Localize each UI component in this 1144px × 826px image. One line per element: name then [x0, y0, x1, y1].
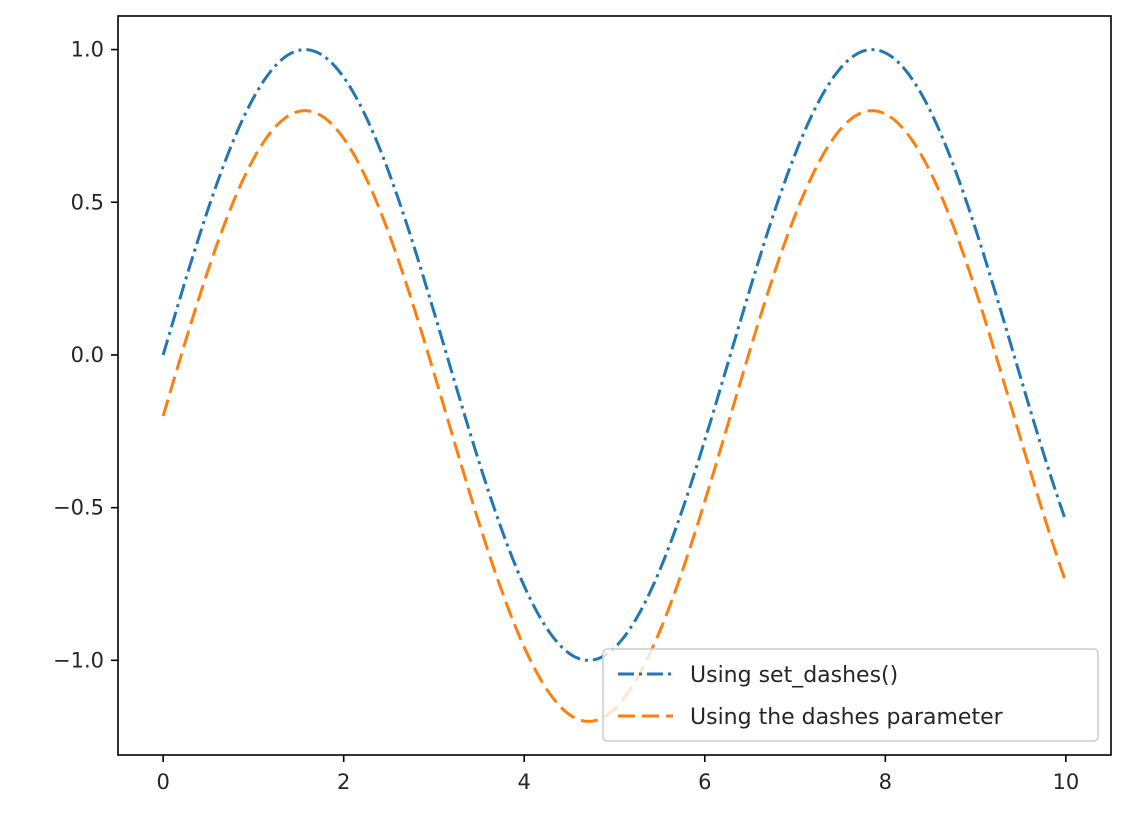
legend: Using set_dashes() Using the dashes param…	[602, 648, 1099, 742]
x-tick-label: 8	[879, 770, 892, 794]
x-tick-label: 4	[518, 770, 531, 794]
y-axis-ticks: −1.0 −0.5 0.0 0.5 1.0	[53, 38, 118, 672]
x-axis-ticks: 0 2 4 6 8 10	[156, 755, 1079, 794]
y-tick-label: −1.0	[53, 648, 104, 672]
y-tick-label: 0.5	[71, 190, 104, 214]
x-tick-label: 0	[156, 770, 169, 794]
x-tick-label: 10	[1052, 770, 1079, 794]
legend-box	[602, 648, 1099, 742]
axes-frame	[117, 15, 1112, 756]
x-tick-label: 2	[337, 770, 350, 794]
y-tick-label: −0.5	[53, 496, 104, 520]
legend-label-1: Using the dashes parameter	[690, 705, 1004, 730]
legend-label-0: Using set_dashes()	[690, 663, 898, 688]
y-tick-label: 0.0	[71, 343, 104, 367]
y-tick-label: 1.0	[71, 38, 104, 62]
series-line-0	[161, 48, 1068, 662]
x-tick-label: 6	[698, 770, 711, 794]
